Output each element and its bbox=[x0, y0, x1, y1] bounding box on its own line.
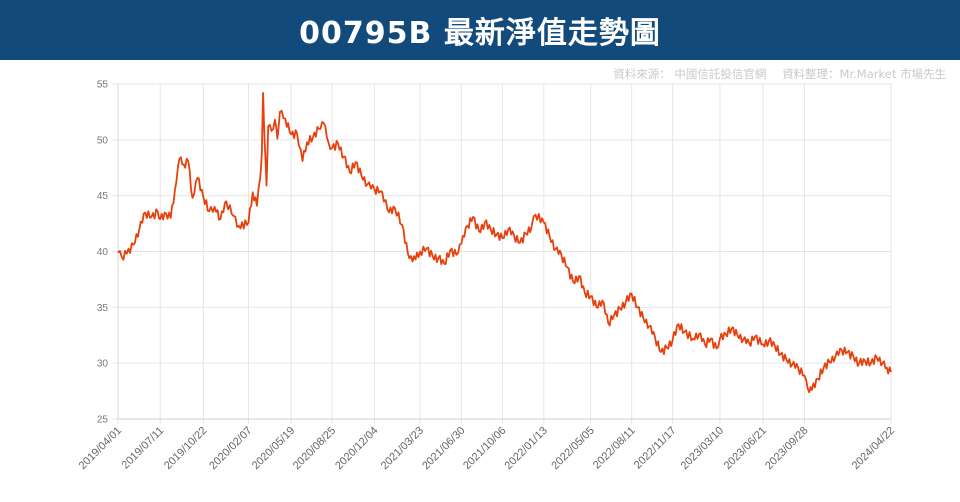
source-note: 資料來源： 中國信託投信官網 資料整理：Mr.Market 市場先生 bbox=[601, 66, 946, 82]
x-tick-label: 2020/08/25 bbox=[291, 425, 338, 472]
x-tick-label: 2022/01/13 bbox=[503, 425, 550, 472]
x-gridlines bbox=[117, 84, 892, 424]
x-tick-label: 2022/11/17 bbox=[632, 425, 679, 472]
x-tick-label: 2021/06/30 bbox=[420, 425, 467, 472]
y-tick-label: 45 bbox=[97, 191, 109, 202]
x-tick-label: 2020/05/19 bbox=[250, 425, 297, 472]
x-tick-label: 2022/08/11 bbox=[591, 425, 638, 472]
y-tick-label: 35 bbox=[97, 303, 109, 314]
y-tick-label: 30 bbox=[97, 359, 109, 370]
y-gridlines bbox=[112, 83, 891, 420]
x-tick-labels: 2019/04/012019/07/112019/10/222020/02/07… bbox=[77, 425, 897, 472]
x-tick-label: 2019/07/11 bbox=[120, 425, 167, 472]
x-tick-label: 2019/04/01 bbox=[77, 425, 124, 472]
data-source-text: 資料來源： 中國信託投信官網 bbox=[613, 67, 767, 81]
y-tick-label: 25 bbox=[97, 415, 109, 426]
x-tick-label: 2024/04/22 bbox=[850, 425, 897, 472]
x-tick-label: 2023/03/10 bbox=[679, 425, 726, 472]
y-tick-label: 40 bbox=[97, 247, 109, 258]
x-tick-label: 2020/12/04 bbox=[333, 425, 380, 472]
compiled-by-text: 資料整理：Mr.Market 市場先生 bbox=[782, 67, 946, 81]
nav-line bbox=[117, 92, 892, 394]
nav-series bbox=[117, 92, 892, 394]
title-banner: 00795B 最新淨值走勢圖 bbox=[0, 0, 960, 60]
x-tick-label: 2021/10/06 bbox=[461, 425, 508, 472]
y-tick-label: 50 bbox=[97, 135, 109, 146]
y-tick-label: 55 bbox=[97, 80, 109, 91]
x-tick-label: 2023/06/21 bbox=[722, 425, 769, 472]
y-tick-labels: 25 30 35 40 45 50 55 bbox=[97, 80, 109, 426]
x-tick-label: 2021/03/23 bbox=[379, 425, 426, 472]
x-tick-label: 2020/02/07 bbox=[207, 425, 254, 472]
x-tick-label: 2019/10/22 bbox=[162, 425, 209, 472]
page-title: 00795B 最新淨值走勢圖 bbox=[299, 16, 661, 51]
x-tick-label: 2023/09/28 bbox=[763, 425, 810, 472]
x-tick-label: 2022/05/05 bbox=[549, 425, 596, 472]
